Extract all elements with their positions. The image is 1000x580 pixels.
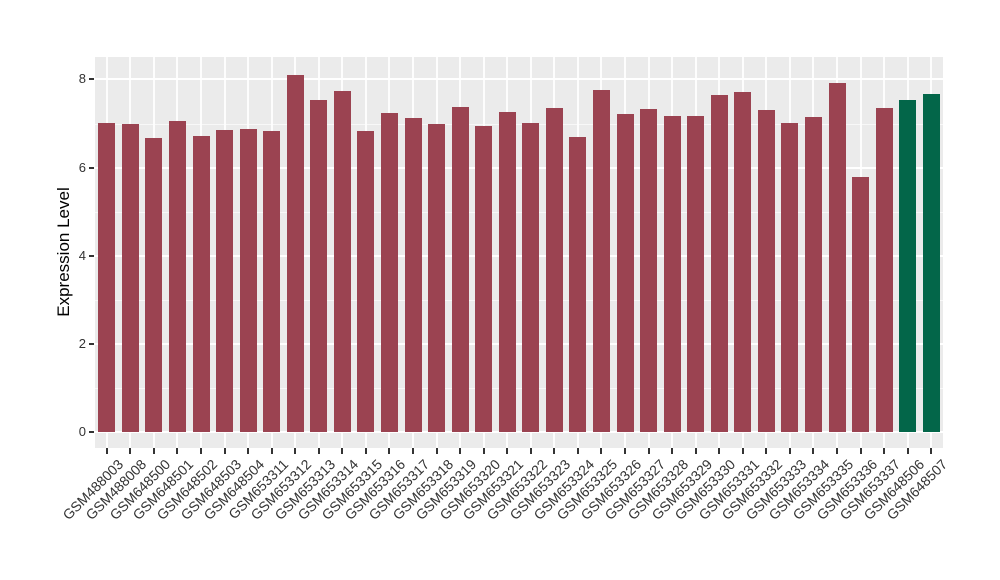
y-tick-mark: [89, 166, 94, 169]
x-tick-mark: [671, 448, 674, 454]
x-tick-mark: [836, 448, 838, 454]
bar-GSM653323: [545, 108, 563, 432]
x-tick-mark: [435, 448, 438, 454]
bar-GSM653332: [757, 109, 775, 432]
x-tick-mark: [788, 448, 791, 454]
y-tick-label: 6: [78, 159, 86, 175]
y-tick-mark: [89, 431, 94, 433]
bar-GSM653335: [828, 83, 846, 432]
y-tick-mark: [89, 254, 94, 257]
bar-GSM648507: [922, 93, 940, 432]
bar-GSM653322: [522, 122, 540, 432]
x-tick-mark: [529, 448, 532, 454]
x-tick-mark: [930, 448, 933, 454]
bar-GSM653328: [663, 116, 681, 432]
bar-GSM648503: [216, 130, 234, 432]
bar-GSM653318: [428, 124, 446, 432]
bar-GSM653329: [687, 116, 705, 432]
x-tick-mark: [364, 448, 367, 454]
x-tick-mark: [812, 448, 815, 454]
plot-panel: [95, 57, 943, 448]
x-tick-mark: [317, 448, 320, 454]
gridline-major: [95, 342, 943, 345]
bar-GSM653333: [781, 123, 799, 432]
y-axis-title: Expression Level: [54, 187, 73, 317]
bar-GSM653325: [592, 90, 610, 432]
x-tick-mark: [200, 448, 202, 454]
bar-GSM653327: [640, 108, 658, 432]
gridline-minor: [95, 211, 943, 213]
x-tick-mark: [412, 448, 414, 454]
bar-GSM653320: [475, 126, 493, 432]
x-tick-mark: [223, 448, 226, 454]
bar-GSM648502: [192, 135, 210, 432]
x-tick-mark: [718, 448, 721, 454]
y-tick-label: 8: [78, 71, 86, 87]
gridline-minor: [95, 387, 943, 389]
bar-GSM648506: [899, 100, 917, 432]
bar-GSM648501: [168, 120, 186, 432]
bar-GSM653331: [734, 92, 752, 432]
bar-GSM653336: [852, 177, 870, 432]
x-tick-mark: [647, 448, 650, 454]
bar-GSM653319: [451, 107, 469, 432]
x-tick-mark: [694, 448, 697, 454]
bar-GSM653326: [616, 114, 634, 432]
gridline-minor: [95, 123, 943, 125]
bar-GSM653311: [263, 131, 281, 432]
y-tick-mark: [89, 342, 94, 345]
y-tick-label: 0: [78, 424, 86, 439]
bar-GSM653334: [804, 117, 822, 432]
bar-GSM488008: [121, 123, 139, 432]
x-tick-mark: [859, 448, 862, 454]
bar-GSM653324: [569, 136, 587, 432]
x-tick-mark: [129, 448, 132, 454]
x-tick-mark: [294, 448, 297, 454]
x-tick-mark: [152, 448, 155, 454]
y-tick-label: 2: [78, 335, 86, 351]
x-tick-mark: [105, 448, 108, 454]
gridline-major: [95, 254, 943, 257]
x-tick-mark: [553, 448, 556, 454]
x-tick-mark: [883, 448, 886, 454]
bar-GSM653316: [380, 112, 398, 432]
x-tick-mark: [341, 448, 344, 454]
x-tick-mark: [459, 448, 462, 454]
bar-GSM653337: [875, 107, 893, 432]
bar-GSM653315: [357, 131, 375, 432]
y-tick-mark: [89, 78, 94, 81]
bar-GSM653330: [710, 95, 728, 432]
y-tick-label: 4: [78, 247, 86, 263]
x-tick-mark: [506, 448, 509, 454]
x-tick-mark: [600, 448, 603, 454]
bar-GSM653312: [286, 74, 304, 432]
gridline-major: [95, 78, 943, 81]
bar-GSM653313: [310, 100, 328, 432]
x-tick-mark: [765, 448, 768, 454]
x-tick-mark: [270, 448, 273, 454]
bar-GSM488003: [98, 123, 116, 432]
gridline-major: [95, 431, 943, 433]
bar-GSM653317: [404, 118, 422, 432]
x-tick-mark: [176, 448, 179, 454]
x-tick-mark: [482, 448, 485, 454]
gridline-minor: [95, 299, 943, 301]
bar-GSM653314: [333, 90, 351, 432]
x-tick-mark: [741, 448, 744, 454]
bar-GSM653321: [498, 111, 516, 432]
x-tick-mark: [576, 448, 579, 454]
gridline-major: [95, 166, 943, 169]
x-tick-mark: [388, 448, 391, 454]
bar-GSM648504: [239, 128, 257, 432]
x-tick-mark: [906, 448, 909, 454]
bar-GSM648500: [145, 137, 163, 432]
x-tick-mark: [247, 448, 250, 454]
x-tick-mark: [624, 448, 626, 454]
